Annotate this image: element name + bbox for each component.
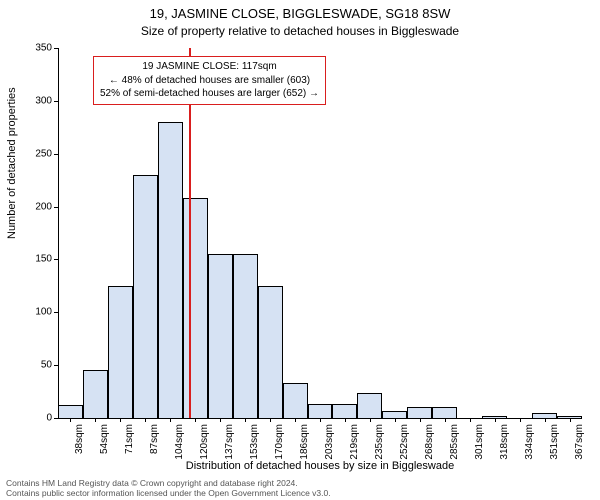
x-tick-mark [345,418,346,422]
x-tick-mark [395,418,396,422]
x-tick-label: 285sqm [449,424,460,460]
x-tick-mark [445,418,446,422]
x-tick-label: 301sqm [474,424,485,460]
x-tick-label: 219sqm [349,424,360,460]
chart-container: 19, JASMINE CLOSE, BIGGLESWADE, SG18 8SW… [0,0,600,500]
y-tick-label: 250 [35,148,52,159]
x-tick-label: 54sqm [99,424,110,454]
x-tick-mark [320,418,321,422]
x-tick-label: 351sqm [549,424,560,460]
x-tick-label: 170sqm [274,424,285,460]
histogram-bar [83,370,108,418]
y-tick-label: 50 [41,360,52,371]
x-tick-mark [370,418,371,422]
x-tick-mark [195,418,196,422]
x-tick-mark [295,418,296,422]
y-tick-label: 100 [35,307,52,318]
x-tick-label: 203sqm [324,424,335,460]
x-tick-label: 104sqm [174,424,185,460]
annotation-line-3: 52% of semi-detached houses are larger (… [100,87,319,101]
x-tick-mark [470,418,471,422]
annotation-line-1: 19 JASMINE CLOSE: 117sqm [100,60,319,74]
histogram-bar [233,254,258,418]
x-tick-label: 186sqm [299,424,310,460]
histogram-bar [158,122,183,418]
x-tick-mark [70,418,71,422]
y-tick-label: 0 [46,413,52,424]
annotation-line-2: ← 48% of detached houses are smaller (60… [100,74,319,88]
x-tick-label: 38sqm [74,424,85,454]
x-tick-label: 268sqm [424,424,435,460]
histogram-bar [58,405,83,418]
x-tick-mark [145,418,146,422]
chart-subtitle: Size of property relative to detached ho… [0,21,600,38]
x-tick-mark [545,418,546,422]
y-axis-line [58,48,59,418]
y-tick-label: 350 [35,43,52,54]
x-tick-mark [245,418,246,422]
histogram-bar [308,404,333,418]
histogram-bar [407,407,432,418]
histogram-bar [432,407,457,418]
x-tick-label: 252sqm [399,424,410,460]
plot-area: 19 JASMINE CLOSE: 117sqm ← 48% of detach… [58,48,582,418]
y-tick-label: 300 [35,95,52,106]
x-tick-label: 334sqm [524,424,535,460]
x-axis: 38sqm 54sqm 71sqm 87sqm 104sqm 120sqm 137sqm 15… [58,418,582,466]
histogram-bar [183,198,208,418]
histogram-bar [133,175,158,418]
x-tick-mark [570,418,571,422]
x-axis-title: Distribution of detached houses by size … [58,460,582,472]
footer-attribution: Contains HM Land Registry data © Crown c… [6,478,331,498]
y-tick-label: 150 [35,254,52,265]
histogram-bar [283,383,308,418]
x-tick-label: 120sqm [199,424,210,460]
histogram-bar [357,393,382,418]
footer-line-2: Contains public sector information licen… [6,488,331,498]
x-tick-label: 153sqm [249,424,260,460]
y-tick-label: 200 [35,201,52,212]
x-tick-mark [520,418,521,422]
footer-line-1: Contains HM Land Registry data © Crown c… [6,478,331,488]
histogram-bar [208,254,233,418]
x-tick-mark [170,418,171,422]
x-tick-label: 87sqm [149,424,160,454]
x-tick-mark [95,418,96,422]
chart-supertitle: 19, JASMINE CLOSE, BIGGLESWADE, SG18 8SW [0,0,600,21]
x-tick-mark [270,418,271,422]
x-tick-label: 137sqm [224,424,235,460]
annotation-box: 19 JASMINE CLOSE: 117sqm ← 48% of detach… [93,56,326,105]
x-tick-label: 71sqm [124,424,135,454]
x-tick-mark [495,418,496,422]
histogram-bar [108,286,133,418]
x-tick-mark [120,418,121,422]
x-tick-label: 318sqm [499,424,510,460]
histogram-bar [258,286,283,418]
histogram-bar [332,404,357,418]
y-axis-title: Number of detached properties [6,87,18,239]
x-tick-label: 367sqm [574,424,585,460]
x-tick-label: 235sqm [374,424,385,460]
x-tick-mark [420,418,421,422]
histogram-bar [382,411,407,418]
x-tick-mark [220,418,221,422]
